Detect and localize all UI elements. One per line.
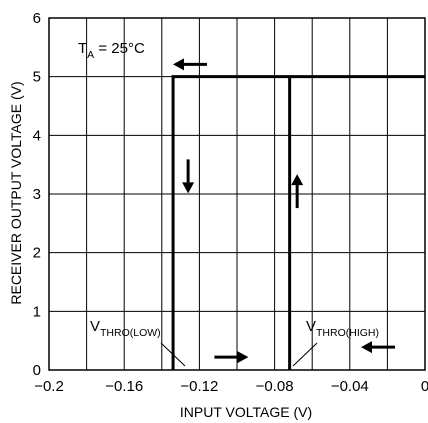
arrow-left-top-icon — [173, 58, 207, 71]
arrow-up-high-thr-icon — [291, 174, 304, 209]
y-tick-label: 2 — [33, 245, 41, 262]
tick-labels: −0.2 −0.16 −0.12 −0.08 −0.04 0 0 1 2 3 4 5 6 — [33, 10, 428, 395]
plot-border — [48, 17, 426, 371]
x-tick-label: 0 — [421, 378, 428, 395]
arrow-down-low-thr-icon — [182, 159, 195, 194]
y-tick-label: 1 — [33, 303, 41, 320]
x-tick-label: −0.08 — [256, 378, 294, 395]
arrow-head — [173, 58, 184, 71]
arrow-head — [361, 341, 372, 354]
direction-arrows — [173, 58, 395, 364]
y-tick-label: 0 — [33, 362, 41, 379]
y-tick-label: 6 — [33, 10, 41, 27]
y-tick-label: 4 — [33, 127, 41, 144]
x-axis-label: INPUT VOLTAGE (V) — [180, 404, 312, 420]
x-tick-label: −0.2 — [34, 378, 64, 395]
arrow-head — [291, 174, 304, 186]
y-tick-label: 5 — [33, 69, 41, 86]
threshold-low-leader — [160, 342, 186, 367]
x-tick-label: −0.04 — [331, 378, 369, 395]
y-tick-label: 3 — [33, 186, 41, 203]
arrow-right-bottom-icon — [214, 351, 249, 364]
threshold-high-label: VTHRO(HIGH) — [306, 318, 379, 339]
y-axis-label: RECEIVER OUTPUT VOLTAGE (V) — [8, 81, 24, 304]
x-tick-label: −0.16 — [105, 378, 143, 395]
annotations: TA = 25°C VTHRO(LOW) VTHRO(HIGH) — [78, 40, 379, 367]
arrow-head — [182, 182, 195, 194]
arrow-left-bottom-icon — [361, 341, 395, 354]
threshold-high-leader — [292, 342, 318, 367]
series-line-1 — [171, 75, 425, 370]
threshold-low-label: VTHRO(LOW) — [90, 318, 161, 339]
grid — [49, 18, 425, 370]
x-tick-label: −0.12 — [180, 378, 218, 395]
plot-frame — [48, 17, 426, 371]
temperature-annotation: TA = 25°C — [78, 40, 145, 61]
series-lines — [171, 75, 425, 370]
arrow-head — [237, 351, 249, 364]
